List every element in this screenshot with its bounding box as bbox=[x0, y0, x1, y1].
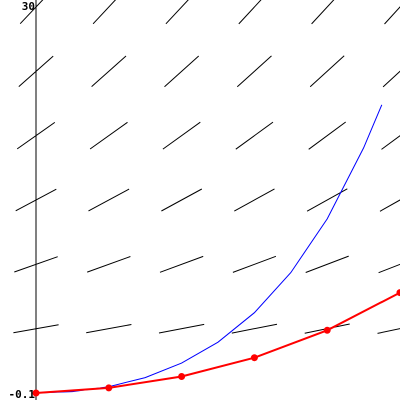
slope-segment bbox=[89, 121, 128, 150]
slope-segment bbox=[238, 0, 262, 25]
slope-segment bbox=[165, 0, 189, 25]
slope-segment bbox=[235, 121, 274, 150]
slope-segment bbox=[377, 328, 400, 334]
slope-segment bbox=[162, 121, 201, 150]
y-tick-label-top: 30 bbox=[22, 0, 35, 13]
slope-segment bbox=[384, 6, 400, 25]
slope-segment bbox=[88, 188, 130, 212]
slope-segment bbox=[379, 199, 400, 212]
slope-segment bbox=[309, 55, 345, 88]
approx-point bbox=[178, 373, 186, 380]
slope-segment bbox=[236, 55, 272, 88]
slope-segment bbox=[308, 121, 346, 150]
approx-point bbox=[250, 354, 258, 362]
slope-segment bbox=[158, 323, 205, 334]
slope-segment bbox=[311, 0, 335, 25]
slope-segment bbox=[234, 188, 275, 212]
slope-segment bbox=[161, 188, 203, 212]
approx-point bbox=[323, 326, 331, 334]
series-layer bbox=[32, 104, 400, 397]
slope-segment bbox=[232, 255, 277, 273]
slope-segment bbox=[159, 255, 204, 273]
slope-segment bbox=[92, 0, 117, 25]
exact-curve bbox=[35, 104, 383, 394]
y-tick-label-bottom: -0.1 bbox=[9, 388, 36, 400]
slope-segment bbox=[87, 256, 131, 273]
slope-segment bbox=[381, 135, 400, 150]
slope-field bbox=[13, 0, 400, 334]
approx-curve bbox=[35, 291, 400, 394]
approx-point bbox=[396, 289, 400, 297]
slope-segment bbox=[231, 323, 278, 334]
approx-point bbox=[32, 389, 40, 397]
slope-segment bbox=[305, 255, 349, 273]
slope-segment bbox=[378, 263, 400, 274]
slope-segment bbox=[382, 70, 400, 88]
slope-segment bbox=[91, 55, 127, 87]
slope-segment bbox=[164, 55, 200, 88]
approx-point bbox=[105, 384, 113, 392]
slope-segment bbox=[86, 324, 132, 334]
